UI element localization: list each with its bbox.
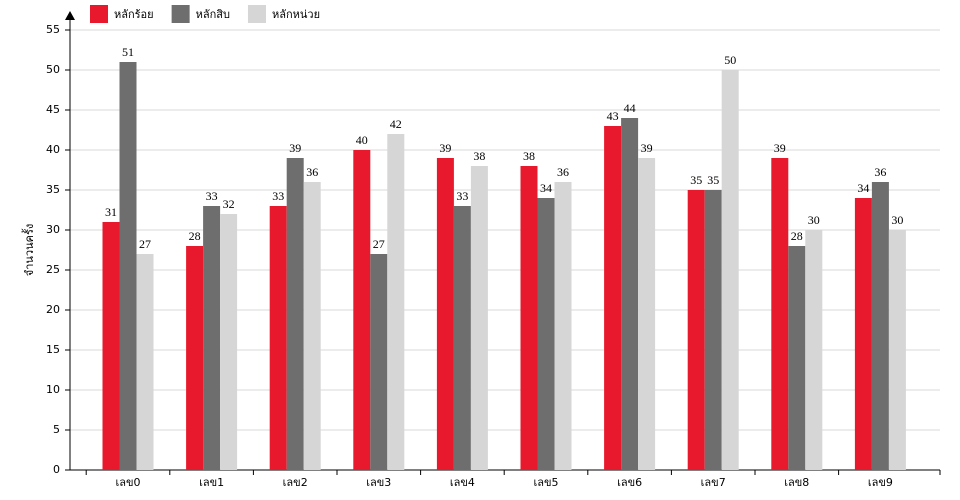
value-label: 51: [122, 45, 134, 59]
bar: [303, 182, 321, 470]
value-label: 38: [523, 149, 535, 163]
value-label: 42: [390, 117, 402, 131]
bar: [186, 246, 204, 470]
y-tick-label: 30: [46, 223, 60, 236]
bar: [554, 182, 572, 470]
bar: [220, 214, 238, 470]
bar: [788, 246, 806, 470]
x-tick-label: เลข9: [868, 476, 893, 489]
legend-label[interactable]: หลักหน่วย: [272, 8, 320, 21]
bar: [854, 198, 872, 470]
y-tick-label: 45: [46, 103, 60, 116]
bar: [119, 62, 137, 470]
bar: [871, 182, 889, 470]
bar: [805, 230, 823, 470]
y-tick-label: 55: [46, 23, 60, 36]
bar: [771, 158, 789, 470]
bar: [470, 166, 488, 470]
value-label: 30: [891, 213, 903, 227]
bar: [604, 126, 622, 470]
value-label: 35: [707, 173, 719, 187]
value-label: 32: [223, 197, 235, 211]
value-label: 38: [473, 149, 485, 163]
x-tick-label: เลข8: [784, 476, 809, 489]
x-tick-label: เลข3: [366, 476, 391, 489]
bar: [453, 206, 471, 470]
value-label: 33: [206, 189, 218, 203]
legend-label[interactable]: หลักสิบ: [196, 8, 230, 21]
value-label: 40: [356, 133, 368, 147]
bar: [203, 206, 221, 470]
x-tick-label: เลข7: [701, 476, 726, 489]
bar: [520, 166, 538, 470]
bar: [136, 254, 154, 470]
x-tick-label: เลข6: [617, 476, 642, 489]
value-label: 36: [874, 165, 886, 179]
y-tick-label: 5: [53, 423, 60, 436]
y-tick-label: 20: [46, 303, 60, 316]
y-tick-label: 40: [46, 143, 60, 156]
value-label: 39: [641, 141, 653, 155]
value-label: 39: [289, 141, 301, 155]
x-tick-label: เลข4: [450, 476, 475, 489]
value-label: 43: [607, 109, 619, 123]
value-label: 36: [306, 165, 318, 179]
bar: [537, 198, 555, 470]
value-label: 36: [557, 165, 569, 179]
value-label: 34: [540, 181, 552, 195]
y-tick-label: 35: [46, 183, 60, 196]
legend-swatch[interactable]: [171, 5, 190, 23]
x-tick-label: เลข0: [115, 476, 140, 489]
value-label: 27: [373, 237, 385, 251]
value-label: 50: [724, 53, 736, 67]
value-label: 34: [857, 181, 869, 195]
bar: [286, 158, 304, 470]
value-label: 44: [624, 101, 636, 115]
y-tick-label: 50: [46, 63, 60, 76]
bar: [621, 118, 639, 470]
bar: [888, 230, 906, 470]
y-tick-label: 0: [53, 463, 60, 476]
value-label: 33: [456, 189, 468, 203]
value-label: 39: [439, 141, 451, 155]
value-label: 39: [774, 141, 786, 155]
y-axis-arrow: [65, 11, 75, 20]
bar: [353, 150, 371, 470]
bar: [387, 134, 405, 470]
value-label: 31: [105, 205, 117, 219]
y-tick-label: 10: [46, 383, 60, 396]
legend-swatch[interactable]: [90, 5, 108, 23]
y-tick-label: 15: [46, 343, 60, 356]
x-tick-label: เลข5: [533, 476, 558, 489]
bar: [687, 190, 705, 470]
bar: [102, 222, 120, 470]
value-label: 33: [272, 189, 284, 203]
bar: [370, 254, 388, 470]
value-label: 28: [189, 229, 201, 243]
value-label: 30: [808, 213, 820, 227]
bar: [638, 158, 656, 470]
value-label: 27: [139, 237, 151, 251]
x-tick-label: เลข1: [199, 476, 224, 489]
y-tick-label: 25: [46, 263, 60, 276]
bar: [721, 70, 739, 470]
value-label: 28: [791, 229, 803, 243]
bar: [436, 158, 454, 470]
y-axis-label: จำนวนครั้ง: [21, 224, 36, 276]
bar: [704, 190, 722, 470]
value-label: 35: [690, 173, 702, 187]
x-tick-label: เลข2: [283, 476, 308, 489]
legend-swatch[interactable]: [247, 5, 266, 23]
legend-label[interactable]: หลักร้อย: [114, 8, 154, 21]
bar: [269, 206, 287, 470]
